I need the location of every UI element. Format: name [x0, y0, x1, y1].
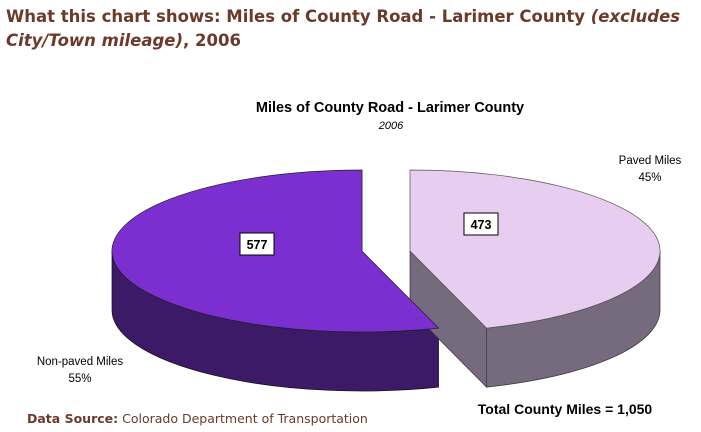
heading-prefix: What this chart shows: Miles of County R…: [6, 7, 591, 26]
data-source: Data Source: Colorado Department of Tran…: [27, 411, 368, 426]
pie-slice-non-paved: [111, 169, 440, 333]
svg-text:473: 473: [471, 218, 492, 232]
data-label-paved: 473: [463, 212, 499, 236]
category-label-non-paved: Non-paved Miles: [37, 356, 124, 368]
percent-label-paved: 45%: [638, 172, 661, 184]
chart-subtitle: 2006: [378, 120, 404, 132]
category-label-paved: Paved Miles: [619, 155, 682, 167]
data-source-text: Colorado Department of Transportation: [122, 411, 368, 426]
heading-italic: (excludes City/Town mileage): [6, 7, 681, 50]
percent-label-non-paved: 55%: [68, 373, 91, 385]
data-label-non-paved: 577: [239, 232, 275, 256]
chart-title: Miles of County Road - Larimer County: [256, 100, 524, 116]
pie-slice-paved: [409, 169, 661, 329]
total-label: Total County Miles = 1,050: [478, 401, 653, 417]
chart-heading: What this chart shows: Miles of County R…: [6, 5, 696, 53]
svg-text:577: 577: [247, 238, 268, 252]
data-source-label: Data Source:: [27, 411, 119, 426]
heading-suffix: , 2006: [183, 31, 241, 50]
